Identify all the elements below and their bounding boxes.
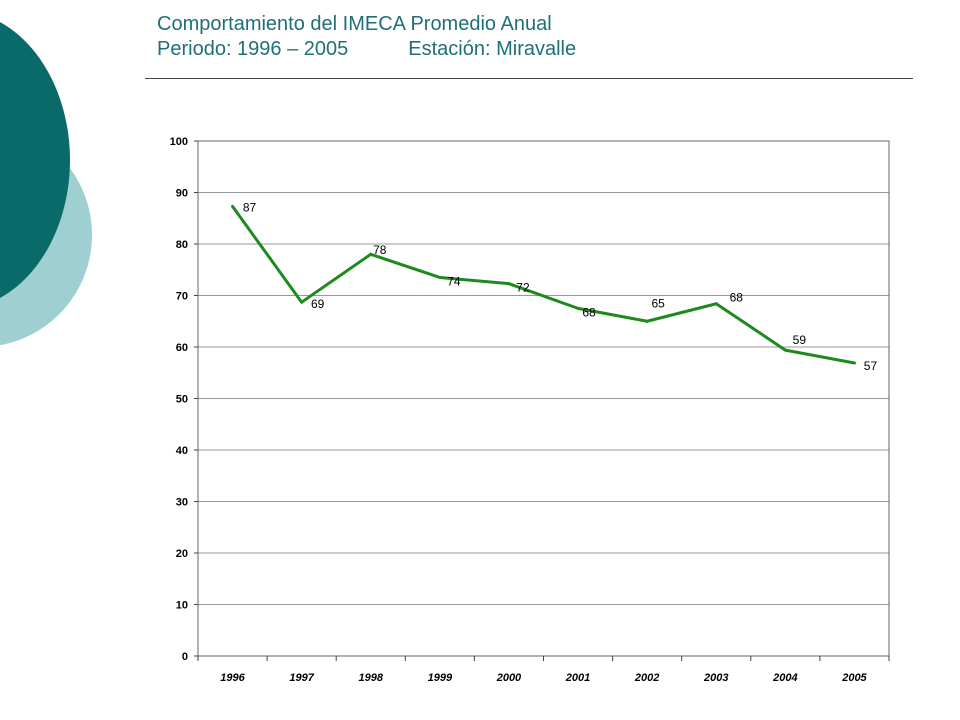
title-period: Periodo: 1996 – 2005 <box>157 38 349 60</box>
x-tick-label: 2005 <box>841 672 867 684</box>
x-tick-label: 1996 <box>220 672 245 684</box>
title-line-2: Periodo: 1996 – 2005 Estación: Miravalle <box>157 37 576 62</box>
data-label: 59 <box>793 333 807 347</box>
data-label-layer: 87 69 78 74 72 68 65 68 59 57 <box>243 200 878 373</box>
dark-teal-circle <box>0 22 70 298</box>
data-label: 65 <box>651 296 665 310</box>
data-point <box>438 275 442 279</box>
data-point <box>645 319 649 323</box>
x-tick-label: 2004 <box>772 672 797 684</box>
axis-layer: 0 10 20 30 40 50 60 70 80 90 100 1996 1997 1998 1999 20… <box>170 136 890 684</box>
data-label: 57 <box>864 359 878 373</box>
x-tick-label: 1998 <box>359 672 384 684</box>
title-divider <box>145 78 913 79</box>
data-point <box>369 252 373 256</box>
x-tick-label: 2000 <box>496 672 522 684</box>
grid-layer <box>198 192 889 605</box>
y-tick-label: 80 <box>176 239 188 251</box>
slide-title: Comportamiento del IMECA Promedio Anual … <box>157 12 576 62</box>
x-tick-label: 2003 <box>703 672 728 684</box>
y-tick-label: 100 <box>170 136 188 148</box>
series-layer <box>231 204 856 365</box>
x-tick-label: 2002 <box>634 672 659 684</box>
data-point <box>300 300 304 304</box>
y-tick-label: 70 <box>176 291 188 303</box>
y-tick-label: 10 <box>176 600 188 612</box>
data-point <box>231 204 235 208</box>
data-label: 68 <box>582 305 596 319</box>
y-tick-label: 40 <box>176 445 188 457</box>
data-label: 72 <box>516 281 530 295</box>
data-point <box>714 302 718 306</box>
y-tick-label: 50 <box>176 394 188 406</box>
title-station: Estación: Miravalle <box>408 38 577 60</box>
data-point <box>507 282 511 286</box>
data-label: 69 <box>311 297 325 311</box>
y-tick-label: 90 <box>176 188 188 200</box>
data-point <box>852 361 856 365</box>
y-tick-label: 20 <box>176 548 188 560</box>
data-point <box>576 306 580 310</box>
data-label: 68 <box>730 291 744 305</box>
data-label: 78 <box>373 243 387 257</box>
y-tick-label: 0 <box>182 651 188 663</box>
series-line <box>231 205 855 365</box>
y-tick-label: 30 <box>176 497 188 509</box>
x-tick-label: 1997 <box>289 672 314 684</box>
data-point <box>783 348 787 352</box>
data-label: 74 <box>447 274 461 288</box>
x-tick-label: 2001 <box>565 672 590 684</box>
y-tick-label: 60 <box>176 342 188 354</box>
x-tick-label: 1999 <box>428 672 453 684</box>
data-label: 87 <box>243 200 257 214</box>
title-line-1: Comportamiento del IMECA Promedio Anual <box>157 13 552 35</box>
